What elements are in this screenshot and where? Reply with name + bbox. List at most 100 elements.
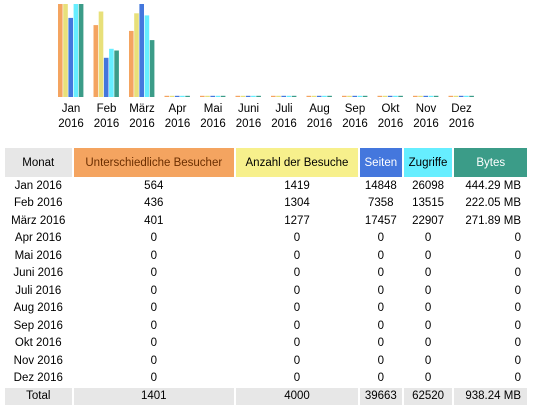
chart-bar	[220, 95, 226, 97]
cell-hits: 0	[424, 354, 432, 367]
cell-visits: 0	[293, 337, 301, 350]
cell-visits: 0	[293, 232, 301, 245]
x-tick-label-month: Okt	[382, 103, 401, 115]
x-tick-label-month: Juni	[238, 103, 259, 115]
chart-bar	[149, 40, 155, 97]
cell-visitors: 0	[150, 249, 157, 262]
table-row: März 2016 401 1277 17457 22907 271.89 MB	[5, 213, 527, 230]
cell-pages: 0	[377, 249, 384, 262]
chart-bar	[464, 95, 469, 97]
x-tick-label-year: 2016	[200, 118, 226, 130]
chart-bar	[68, 17, 73, 97]
cell-visitors: 0	[150, 319, 157, 332]
cell-pages: 0	[377, 232, 384, 245]
table-row: Juli 2016 0 0 0 0 0	[5, 283, 527, 300]
x-tick-label-month: Mai	[204, 103, 223, 115]
cell-bytes: 271.89 MB	[465, 214, 521, 227]
cell-pages: 0	[377, 302, 384, 315]
chart-bar	[271, 95, 276, 97]
cell-hits: 0	[424, 319, 432, 332]
table-row: Jan 2016 564 1419 14848 26098 444.29 MB	[5, 178, 527, 195]
chart-bar	[286, 95, 292, 97]
cell-visits: 1419	[284, 179, 310, 192]
cell-bytes: 0	[514, 249, 521, 262]
cell-month: Okt 2016	[14, 337, 62, 350]
x-tick-label-year: 2016	[94, 118, 120, 130]
cell-bytes: 0	[514, 302, 521, 315]
x-tick-label-year: 2016	[413, 118, 439, 130]
table-row: Mai 2016 0 0 0 0 0	[5, 248, 527, 265]
x-tick-label-year: 2016	[449, 118, 475, 130]
cell-bytes: 0	[514, 337, 521, 350]
cell-pages: 0	[377, 319, 384, 332]
cell-pages: 17457	[364, 214, 397, 227]
chart-bar	[377, 95, 383, 97]
cell-month: Mai 2016	[14, 249, 62, 262]
chart-bar	[240, 95, 246, 97]
chart-bar	[458, 95, 464, 97]
cell-hits: 0	[424, 284, 432, 297]
cell-hits: 13515	[412, 197, 445, 210]
chart-bar	[311, 95, 317, 97]
cell-visitors: 0	[150, 302, 157, 315]
x-tick-label-month: Nov	[416, 103, 437, 115]
header-month: Monat	[5, 148, 72, 177]
cell-bytes: 0	[514, 232, 521, 245]
x-tick-label-year: 2016	[165, 118, 191, 130]
cell-month: Nov 2016	[13, 354, 63, 367]
x-tick-label-month: März	[129, 103, 155, 115]
chart-bar	[235, 95, 241, 97]
cell-hits: 0	[424, 267, 432, 280]
total-row: Total 1401 4000 39663 62520 938.24 MB	[5, 388, 527, 405]
table-row: Apr 2016 0 0 0 0 0	[5, 231, 527, 248]
chart-bar	[256, 95, 261, 97]
chart-bar	[423, 95, 428, 97]
chart-bar	[134, 13, 139, 97]
cell-month: Dez 2016	[13, 372, 63, 385]
chart-bar	[144, 15, 150, 97]
cell-visits: 0	[293, 302, 301, 315]
cell-month: März 2016	[11, 214, 66, 227]
cell-bytes: 0	[514, 284, 521, 297]
chart-bar	[139, 4, 144, 97]
cell-month: Aug 2016	[13, 302, 63, 315]
cell-bytes: 0	[514, 372, 521, 385]
cell-pages: 7358	[368, 197, 394, 210]
table-header-row: Monat Unterschiedliche Besucher Anzahl d…	[5, 148, 527, 177]
chart-bar	[418, 95, 423, 97]
chart-bar	[306, 95, 312, 97]
cell-visitors: 401	[144, 214, 164, 227]
header-hits: Zugriffe	[403, 148, 453, 177]
chart-bar	[453, 95, 459, 97]
cell-visits: 0	[293, 267, 301, 280]
chart-bar	[210, 95, 215, 97]
header-pages: Seiten	[359, 148, 402, 177]
table-row: Feb 2016 436 1304 7358 13515 222.05 MB	[5, 196, 527, 213]
table-row: Okt 2016 0 0 0 0 0	[5, 336, 527, 353]
chart-bar	[169, 95, 175, 97]
cell-visits: 0	[293, 249, 301, 262]
chart-bar	[200, 95, 205, 97]
x-tick-label-year: 2016	[271, 118, 297, 130]
chart-bar	[98, 11, 104, 97]
cell-visitors: 0	[150, 354, 157, 367]
table-row: Nov 2016 0 0 0 0 0	[5, 353, 527, 370]
x-tick-label-year: 2016	[236, 118, 262, 130]
total-bytes: 938.24 MB	[454, 388, 527, 405]
chart-bar	[114, 50, 119, 97]
chart-bar	[342, 95, 347, 97]
chart-bar	[393, 95, 398, 97]
chart-bar	[347, 95, 352, 97]
cell-visits: 0	[293, 284, 301, 297]
cell-month: Juni 2016	[13, 267, 64, 280]
cell-visits: 0	[293, 319, 301, 332]
chart-bar	[180, 95, 185, 97]
chart-bar	[316, 95, 322, 97]
cell-pages: 0	[377, 354, 384, 367]
chart-bar	[109, 48, 114, 97]
chart-bar	[448, 95, 454, 97]
cell-pages: 0	[377, 337, 384, 350]
cell-pages: 0	[377, 267, 384, 280]
x-tick-label-year: 2016	[129, 118, 155, 130]
cell-bytes: 0	[514, 319, 521, 332]
